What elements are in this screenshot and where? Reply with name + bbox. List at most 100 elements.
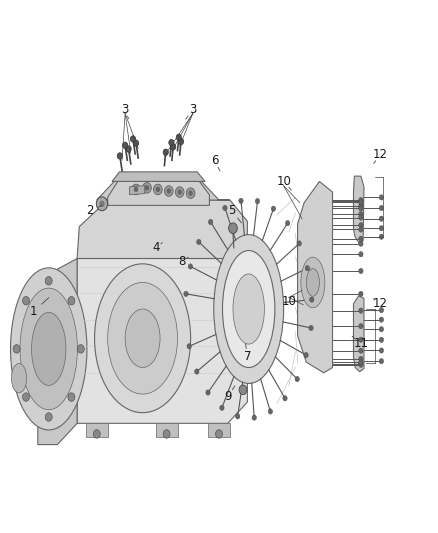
Circle shape <box>184 291 188 296</box>
Circle shape <box>359 324 363 329</box>
Circle shape <box>359 204 363 209</box>
Circle shape <box>45 277 52 285</box>
Circle shape <box>359 241 363 246</box>
Circle shape <box>359 197 363 203</box>
Polygon shape <box>112 172 205 181</box>
Circle shape <box>295 376 299 382</box>
Circle shape <box>379 348 384 353</box>
Ellipse shape <box>11 364 27 393</box>
Text: 7: 7 <box>244 350 251 364</box>
Text: 1: 1 <box>30 305 37 318</box>
Circle shape <box>123 142 128 149</box>
Circle shape <box>170 144 176 150</box>
Circle shape <box>194 369 199 374</box>
Ellipse shape <box>306 269 319 296</box>
Circle shape <box>187 344 191 349</box>
Circle shape <box>236 414 240 419</box>
Circle shape <box>304 352 308 358</box>
Circle shape <box>131 136 136 142</box>
Circle shape <box>359 212 363 217</box>
Circle shape <box>22 393 29 401</box>
Ellipse shape <box>11 268 87 430</box>
Polygon shape <box>297 181 332 373</box>
Circle shape <box>132 184 141 195</box>
Circle shape <box>379 317 384 322</box>
Circle shape <box>164 185 173 196</box>
Circle shape <box>379 234 384 239</box>
Circle shape <box>286 221 290 226</box>
Circle shape <box>169 140 174 146</box>
Ellipse shape <box>95 264 191 413</box>
Circle shape <box>208 220 213 224</box>
Circle shape <box>283 395 287 401</box>
Circle shape <box>359 223 363 228</box>
Circle shape <box>13 345 20 353</box>
Circle shape <box>379 359 384 364</box>
Text: 10: 10 <box>282 295 296 308</box>
Polygon shape <box>77 237 247 423</box>
Circle shape <box>188 190 193 196</box>
Circle shape <box>177 189 182 195</box>
Circle shape <box>178 139 184 145</box>
Circle shape <box>134 187 138 192</box>
Circle shape <box>359 348 363 353</box>
Circle shape <box>153 184 162 195</box>
Circle shape <box>166 188 171 193</box>
Circle shape <box>359 206 363 211</box>
Circle shape <box>175 187 184 197</box>
Polygon shape <box>353 176 364 243</box>
Circle shape <box>93 430 100 438</box>
Circle shape <box>359 268 363 273</box>
Ellipse shape <box>108 282 177 394</box>
Polygon shape <box>38 259 77 445</box>
Ellipse shape <box>223 251 275 368</box>
Circle shape <box>379 195 384 200</box>
Circle shape <box>359 236 363 241</box>
Polygon shape <box>86 423 108 437</box>
Circle shape <box>359 360 363 365</box>
Circle shape <box>176 134 181 141</box>
Circle shape <box>145 185 149 190</box>
Circle shape <box>229 223 237 233</box>
Circle shape <box>271 206 276 212</box>
Circle shape <box>239 385 247 394</box>
Circle shape <box>45 413 52 421</box>
Circle shape <box>297 241 301 246</box>
Circle shape <box>22 296 29 305</box>
Ellipse shape <box>20 288 78 410</box>
Circle shape <box>252 415 256 420</box>
Ellipse shape <box>233 274 265 344</box>
Circle shape <box>117 153 123 159</box>
Circle shape <box>359 252 363 257</box>
Circle shape <box>359 199 363 204</box>
Text: 12: 12 <box>373 297 388 310</box>
Circle shape <box>310 297 314 302</box>
Text: 3: 3 <box>121 103 129 116</box>
Circle shape <box>379 225 384 231</box>
Ellipse shape <box>125 309 160 368</box>
Text: 10: 10 <box>276 175 291 188</box>
Circle shape <box>359 337 363 342</box>
Circle shape <box>379 337 384 343</box>
Ellipse shape <box>214 235 284 383</box>
Circle shape <box>239 198 243 204</box>
Circle shape <box>155 187 160 192</box>
Polygon shape <box>77 200 247 259</box>
Ellipse shape <box>301 257 325 308</box>
Circle shape <box>359 362 363 367</box>
Circle shape <box>134 140 139 147</box>
Polygon shape <box>353 296 364 372</box>
Circle shape <box>68 393 75 401</box>
Text: 6: 6 <box>211 154 219 167</box>
Circle shape <box>78 345 84 353</box>
Circle shape <box>223 205 227 211</box>
Circle shape <box>163 149 168 156</box>
Circle shape <box>309 325 313 330</box>
Circle shape <box>255 198 260 204</box>
Text: 2: 2 <box>86 204 94 217</box>
Circle shape <box>99 200 105 207</box>
Polygon shape <box>130 185 145 195</box>
Text: 3: 3 <box>189 103 197 116</box>
Polygon shape <box>155 423 177 437</box>
Circle shape <box>126 146 131 152</box>
